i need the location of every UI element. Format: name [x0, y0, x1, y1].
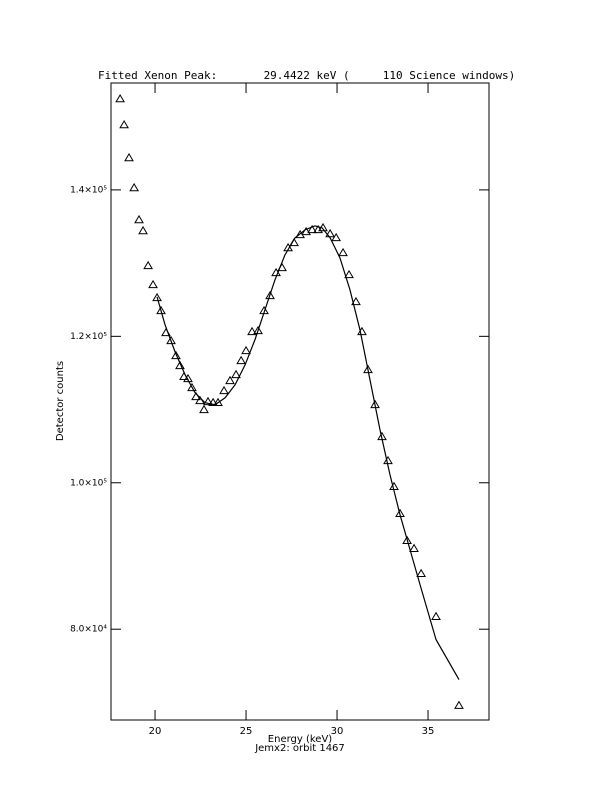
data-point — [208, 397, 218, 407]
data-point — [129, 182, 139, 192]
data-point — [344, 269, 354, 279]
data-point — [416, 568, 426, 578]
y-tick-label: 1.4×10⁵ — [70, 185, 107, 195]
data-point — [166, 335, 176, 345]
data-point — [431, 611, 441, 620]
data-point — [325, 228, 335, 238]
data-point — [409, 543, 419, 552]
data-point — [402, 535, 412, 544]
data-point — [203, 396, 213, 406]
data-point — [253, 325, 263, 335]
x-tick-label: 25 — [240, 726, 253, 737]
x-tick-label: 35 — [422, 726, 435, 737]
data-point — [187, 382, 197, 392]
data-point — [265, 290, 275, 300]
data-point — [119, 119, 129, 129]
data-point — [236, 355, 246, 365]
y-tick-label: 1.0×10⁵ — [70, 478, 107, 488]
data-point — [225, 375, 235, 385]
x-tick-label: 20 — [149, 726, 162, 737]
x-axis-label: Energy (keV) — [268, 734, 333, 745]
data-point — [351, 296, 361, 306]
data-point — [307, 224, 317, 234]
data-point — [213, 397, 223, 407]
data-point — [152, 292, 162, 302]
data-point — [331, 232, 342, 242]
data-point — [148, 279, 158, 289]
data-point — [134, 214, 144, 224]
x-tick-label: 30 — [331, 726, 344, 737]
chart-subtitle: Jemx2: orbit 1467 — [254, 743, 345, 754]
data-point — [231, 369, 241, 379]
fit-line — [156, 225, 460, 680]
data-point — [124, 152, 134, 162]
data-point — [454, 700, 464, 709]
data-point — [115, 93, 125, 103]
y-axis-label: Detector counts — [55, 361, 66, 441]
y-tick-label: 8.0×10⁴ — [70, 625, 107, 635]
data-point — [138, 225, 148, 235]
chart-title: Fitted Xenon Peak: 29.4422 keV ( 110 Sci… — [98, 69, 515, 82]
data-point — [241, 345, 251, 355]
data-point — [219, 385, 229, 395]
data-point — [156, 305, 166, 315]
plot-frame — [110, 82, 490, 721]
data-point — [338, 247, 348, 257]
data-point — [175, 360, 185, 370]
data-point — [247, 326, 257, 336]
data-point — [143, 260, 154, 270]
data-point — [199, 404, 209, 414]
data-point — [171, 350, 181, 360]
data-point — [183, 373, 193, 383]
y-tick-label: 1.2×10⁵ — [70, 332, 107, 342]
